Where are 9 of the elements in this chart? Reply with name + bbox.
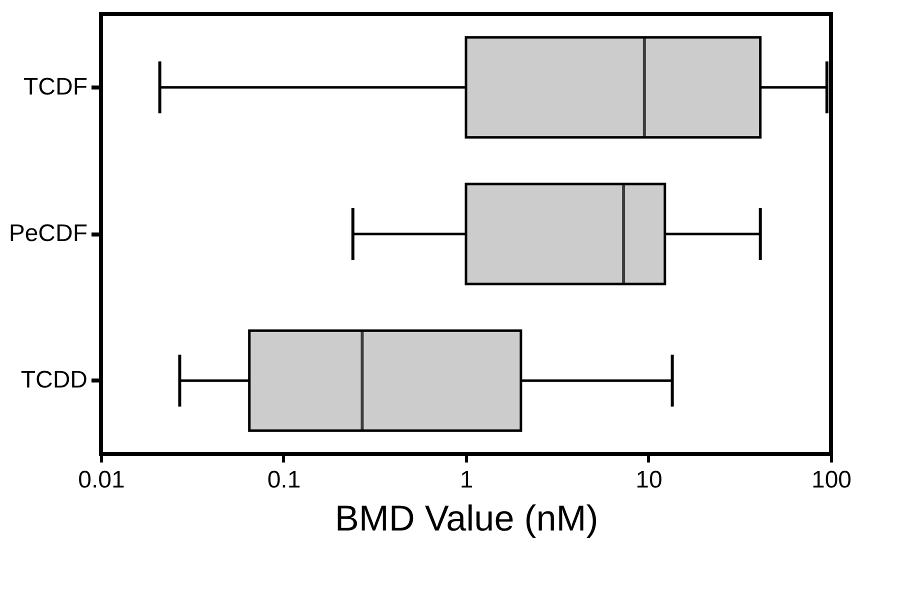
x-axis-title: BMD Value (nM) — [334, 498, 598, 538]
x-tick-label: 10 — [636, 466, 662, 494]
x-tick-label: 1 — [460, 466, 474, 494]
x-tick-label: 0.1 — [267, 466, 301, 494]
y-tick-label: TCDF — [24, 73, 88, 100]
y-tick-label: TCDD — [20, 366, 88, 394]
y-tick-label: PeCDF — [8, 220, 88, 247]
x-tick-label: 100 — [811, 466, 852, 494]
x-tick-label: 0.01 — [78, 466, 125, 494]
